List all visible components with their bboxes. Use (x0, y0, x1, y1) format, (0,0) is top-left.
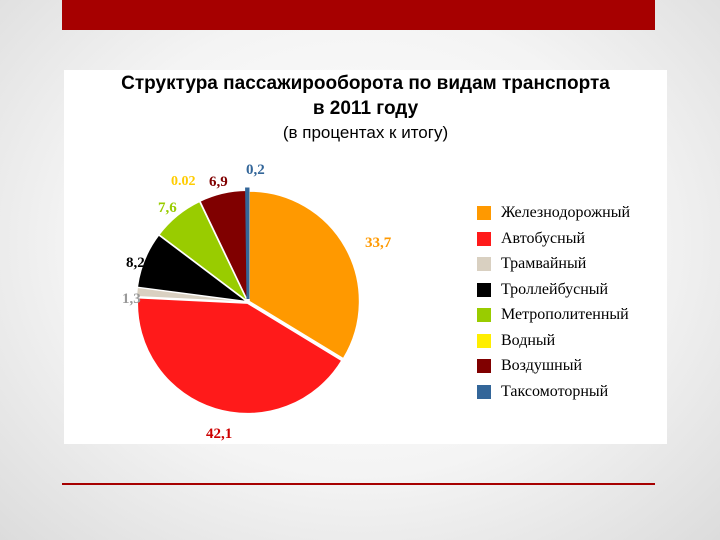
data-label-8: 0,2 (246, 162, 265, 178)
pie-slice-8 (245, 187, 250, 300)
legend-label: Таксомоторный (501, 382, 609, 400)
legend-label: Железнодорожный (501, 204, 630, 221)
data-label-2: 42,1 (206, 426, 232, 442)
data-label-3: 1,3 (122, 291, 141, 307)
top-accent-bar (62, 0, 655, 30)
legend-swatch (477, 308, 491, 322)
chart-title-line1: Структура пассажирооборота по видам тран… (121, 73, 610, 94)
data-label-1: 33,7 (365, 235, 392, 251)
pie-slice-1 (248, 190, 360, 360)
legend-swatch (477, 282, 491, 297)
legend-label: Воздушный (501, 357, 583, 374)
pie-slice-2 (137, 297, 343, 414)
legend-swatch (477, 359, 491, 373)
bottom-rule (62, 483, 655, 485)
legend-label: Метрополитенный (501, 306, 629, 323)
legend-swatch (477, 257, 491, 271)
legend-swatch (477, 333, 491, 348)
data-label-7: 6,9 (209, 174, 228, 190)
legend-swatch (477, 384, 491, 399)
chart-title-line2: в 2011 году (312, 98, 419, 119)
data-label-6: 0.02 (171, 174, 196, 189)
chart-subtitle: (в процентах к итогу) (282, 123, 449, 142)
data-label-5: 7,6 (158, 200, 177, 216)
legend-label: Водный (501, 331, 556, 349)
legend-label: Автобусный (501, 229, 585, 247)
data-label-4: 8,2 (126, 255, 145, 271)
legend-swatch (477, 231, 491, 246)
legend-label: Троллейбусный (501, 280, 609, 298)
pie-slice-4 (136, 234, 249, 303)
legend-label: Трамвайный (501, 255, 587, 272)
legend-swatch (477, 206, 491, 220)
